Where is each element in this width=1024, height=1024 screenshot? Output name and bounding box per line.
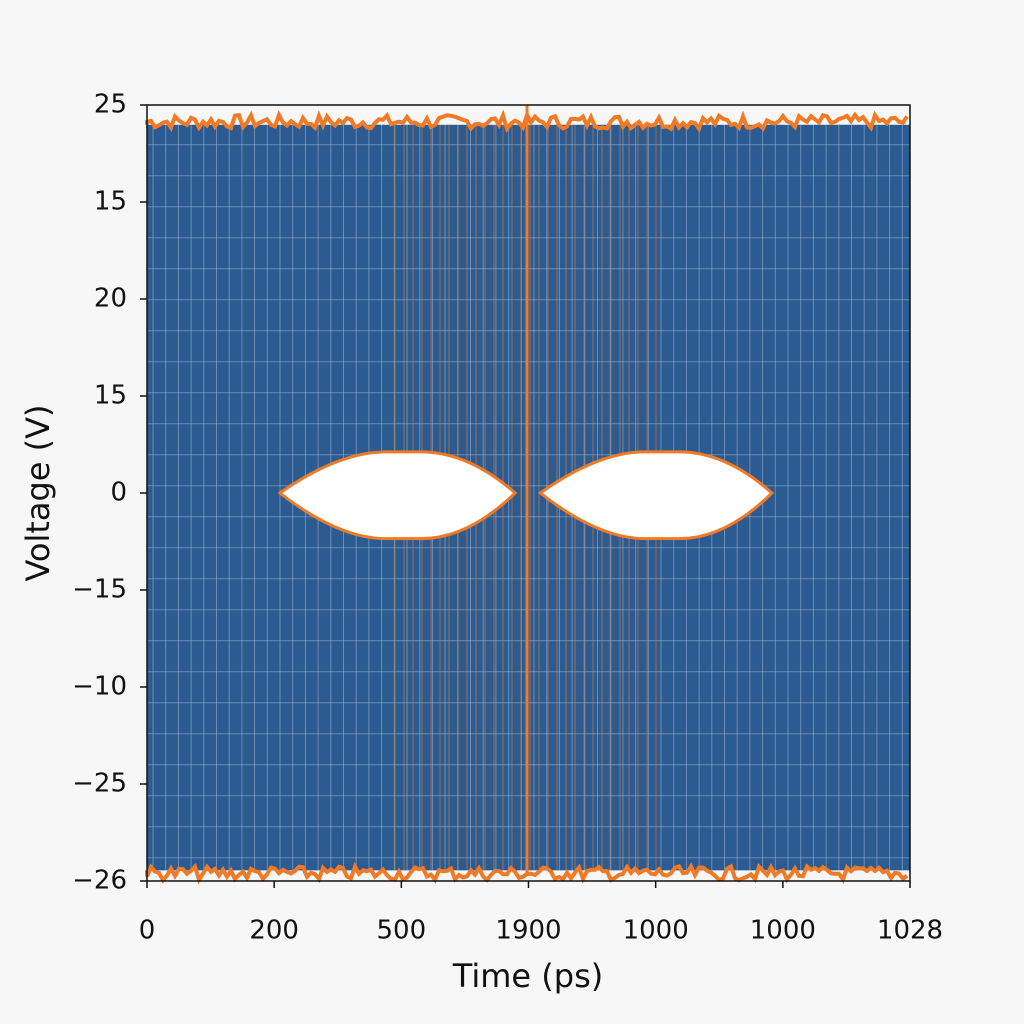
y-axis-label: Voltage (V) [19,404,57,581]
eye-opening [537,450,775,541]
x-tick-label: 200 [249,916,299,946]
y-tick-label: 15 [94,381,127,411]
y-tick-label: −10 [72,672,127,702]
x-tick-label: 500 [377,916,427,946]
plot-area [145,105,910,885]
x-tick-label: 1028 [877,916,943,946]
x-tick-label: 1000 [623,916,689,946]
x-axis-label: Time (ps) [452,957,603,995]
y-tick-label: 0 [110,478,127,508]
y-tick-label: 20 [94,284,127,314]
y-tick-label: −15 [72,575,127,605]
x-tick-label: 0 [139,916,156,946]
x-tick-label: 1900 [495,916,561,946]
y-tick-label: −26 [72,866,127,896]
y-tick-label: 25 [94,90,127,120]
y-tick-label: 15 [94,187,127,217]
x-tick-label: 1000 [750,916,816,946]
y-tick-label: −25 [72,769,127,799]
edge-noise [145,861,909,885]
eye-opening [277,450,518,541]
edge-noise [145,109,909,133]
